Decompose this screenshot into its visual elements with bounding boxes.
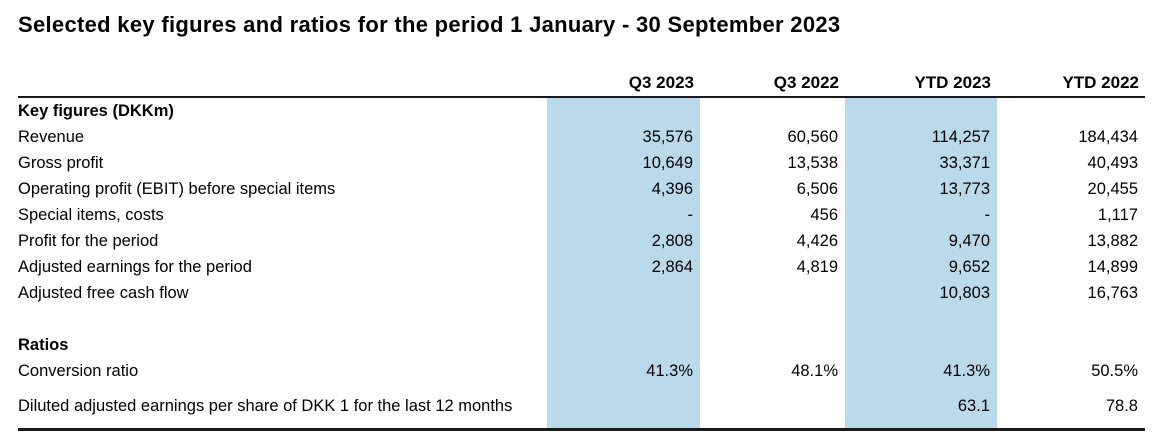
- row-label: Adjusted free cash flow: [18, 284, 189, 302]
- row-label: Key figures (DKKm): [18, 102, 174, 120]
- row-label: Revenue: [18, 128, 85, 146]
- cell-q3-2022: [700, 384, 845, 431]
- table-row: Conversion ratio 41.3% 48.1% 41.3% 50.5%: [18, 358, 1145, 384]
- column-header-ytd-2022: YTD 2022: [997, 68, 1145, 98]
- cell-q3-2023: 2,808: [547, 228, 700, 254]
- column-header-blank: [18, 68, 547, 98]
- table-row: Adjusted earnings for the period 2,864 4…: [18, 254, 1145, 280]
- cell-ytd-2023: 63.1: [845, 384, 997, 431]
- header-row: Q3 2023 Q3 2022 YTD 2023 YTD 2022: [18, 68, 1145, 98]
- cell-ytd-2022: 20,455: [1087, 180, 1138, 198]
- table-row: Diluted adjusted earnings per share of D…: [18, 384, 1145, 431]
- cell-ytd-2022: 40,493: [1087, 154, 1138, 172]
- cell-q3-2022: 48.1%: [791, 362, 838, 380]
- cell-ytd-2023: 10,803: [845, 280, 997, 306]
- cell-q3-2023: [547, 384, 700, 431]
- cell-q3-2023: -: [547, 202, 700, 228]
- cell-ytd-2022: 14,899: [1087, 258, 1138, 276]
- column-header-ytd-2023: YTD 2023: [845, 68, 997, 98]
- cell-ytd-2023: [845, 97, 997, 124]
- cell-q3-2023: 10,649: [547, 150, 700, 176]
- row-label: Conversion ratio: [18, 362, 139, 380]
- table-row: Adjusted free cash flow 10,803 16,763: [18, 280, 1145, 306]
- table-row: Key figures (DKKm): [18, 97, 1145, 124]
- row-label: Gross profit: [18, 154, 104, 172]
- cell-ytd-2023: 33,371: [845, 150, 997, 176]
- cell-ytd-2023: 13,773: [845, 176, 997, 202]
- row-label: Ratios: [18, 336, 69, 354]
- table-row: Gross profit 10,649 13,538 33,371 40,493: [18, 150, 1145, 176]
- cell-q3-2022: 6,506: [796, 180, 838, 198]
- cell-q3-2022: 13,538: [787, 154, 838, 172]
- table-row: Operating profit (EBIT) before special i…: [18, 176, 1145, 202]
- row-label: Operating profit (EBIT) before special i…: [18, 180, 336, 198]
- cell-ytd-2022: 1,117: [1097, 206, 1138, 224]
- cell-ytd-2022: [997, 97, 1145, 124]
- table-row: Special items, costs - 456 - 1,117: [18, 202, 1145, 228]
- page-title: Selected key figures and ratios for the …: [18, 12, 841, 37]
- cell-ytd-2022: [997, 332, 1145, 358]
- cell-ytd-2022: 16,763: [1087, 284, 1138, 302]
- cell-q3-2022: 4,426: [796, 232, 838, 250]
- table-row: Revenue 35,576 60,560 114,257 184,434: [18, 124, 1145, 150]
- cell-q3-2023: [547, 97, 700, 124]
- row-label: Diluted adjusted earnings per share of D…: [18, 384, 547, 431]
- cell-ytd-2023: 114,257: [845, 124, 997, 150]
- cell-q3-2022: 60,560: [787, 128, 838, 146]
- row-label: Profit for the period: [18, 232, 159, 250]
- cell-q3-2023: 2,864: [547, 254, 700, 280]
- cell-q3-2023: [547, 332, 700, 358]
- cell-ytd-2022: 13,882: [1087, 232, 1138, 250]
- cell-q3-2023: [547, 280, 700, 306]
- cell-q3-2022: [700, 306, 845, 332]
- cell-ytd-2022: 184,434: [1078, 128, 1138, 146]
- row-label: [18, 306, 547, 332]
- cell-q3-2023: 41.3%: [547, 358, 700, 384]
- cell-ytd-2022: 78.8: [997, 384, 1145, 431]
- table-row: [18, 306, 1145, 332]
- key-figures-table: Q3 2023 Q3 2022 YTD 2023 YTD 2022 Key fi…: [18, 68, 1145, 431]
- cell-q3-2023: 4,396: [547, 176, 700, 202]
- cell-q3-2022: [700, 332, 845, 358]
- cell-ytd-2023: 9,652: [845, 254, 997, 280]
- cell-ytd-2023: -: [845, 202, 997, 228]
- cell-ytd-2022: [997, 306, 1145, 332]
- cell-q3-2022: 4,819: [796, 258, 838, 276]
- row-label: Special items, costs: [18, 206, 164, 224]
- column-header-q3-2023: Q3 2023: [547, 68, 700, 98]
- cell-ytd-2022: 50.5%: [1091, 362, 1138, 380]
- cell-ytd-2023: 41.3%: [845, 358, 997, 384]
- cell-ytd-2023: [845, 332, 997, 358]
- column-header-q3-2022: Q3 2022: [700, 68, 845, 98]
- cell-q3-2022: [700, 280, 845, 306]
- cell-q3-2022: 456: [810, 206, 838, 224]
- table-row: Profit for the period 2,808 4,426 9,470 …: [18, 228, 1145, 254]
- cell-ytd-2023: [845, 306, 997, 332]
- table-row: Ratios: [18, 332, 1145, 358]
- cell-q3-2023: [547, 306, 700, 332]
- cell-ytd-2023: 9,470: [845, 228, 997, 254]
- cell-q3-2022: [700, 97, 845, 124]
- cell-q3-2023: 35,576: [547, 124, 700, 150]
- row-label: Adjusted earnings for the period: [18, 258, 252, 276]
